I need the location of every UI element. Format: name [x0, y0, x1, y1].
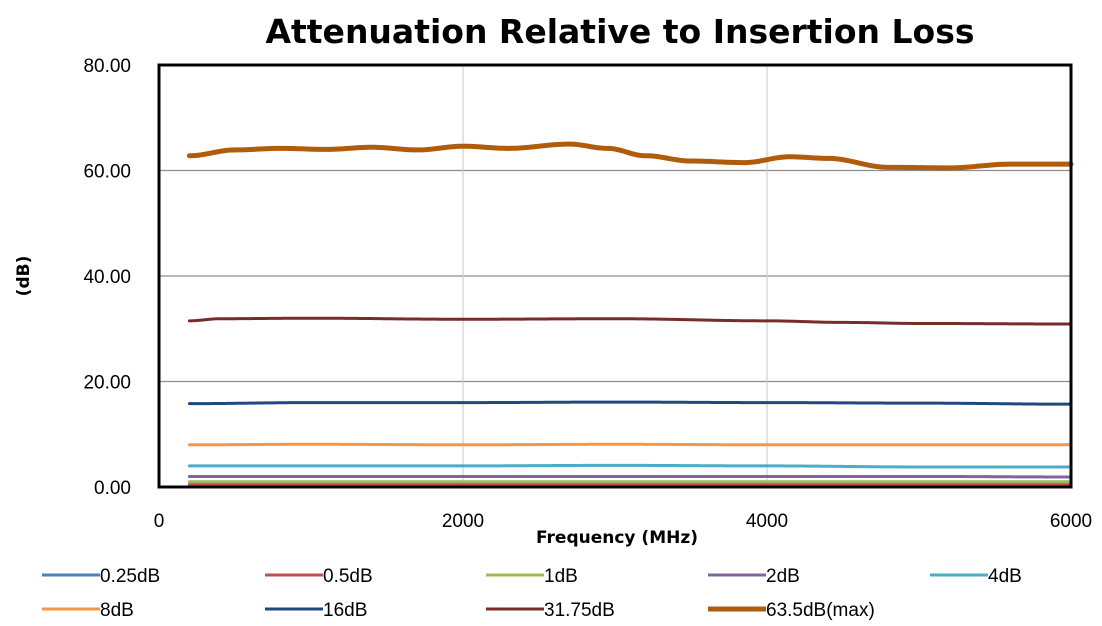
x-tick-label: 6000	[1050, 511, 1092, 532]
x-axis-title: Frequency (MHz)	[536, 528, 698, 548]
y-axis-ticks: 0.00 20.00 40.00 60.00 80.00	[83, 56, 131, 499]
legend-item: 63.5dB(max)	[708, 600, 875, 621]
legend-label: 1dB	[544, 566, 578, 587]
legend-item: 2dB	[708, 566, 800, 587]
legend-item: 1dB	[486, 566, 578, 587]
legend-label: 63.5dB(max)	[766, 600, 875, 621]
chart-title: Attenuation Relative to Insertion Loss	[265, 12, 974, 51]
legend-item: 31.75dB	[486, 600, 615, 621]
legend-item: 8dB	[42, 600, 134, 621]
y-axis-title: (dB)	[14, 256, 34, 297]
legend-item: 4dB	[930, 566, 1022, 587]
legend-label: 0.5dB	[323, 566, 373, 587]
x-axis-ticks: 0 2000 4000 6000	[154, 511, 1092, 532]
y-tick-label: 60.00	[83, 162, 131, 183]
series-line-4	[187, 463, 1073, 469]
plot-frame	[157, 63, 1073, 489]
grid	[159, 65, 1071, 487]
legend-label: 4dB	[988, 566, 1022, 587]
x-tick-label: 0	[154, 511, 165, 532]
series-line-7	[187, 316, 1073, 326]
legend-label: 8dB	[100, 600, 134, 621]
legend: 0.25dB 0.5dB 1dB 2dB 4dB 8dB 16dB 31.75dB 63.5dB…	[42, 566, 1022, 621]
series-line-3	[187, 474, 1073, 479]
series-line-8	[186, 141, 1074, 171]
legend-label: 16dB	[323, 600, 367, 621]
legend-label: 2dB	[766, 566, 800, 587]
series-layer	[186, 141, 1074, 488]
x-tick-label: 4000	[746, 511, 788, 532]
legend-item: 0.25dB	[42, 566, 160, 587]
series-line-6	[187, 400, 1073, 406]
legend-item: 0.5dB	[265, 566, 373, 587]
y-tick-label: 40.00	[83, 267, 131, 288]
y-tick-label: 0.00	[94, 478, 131, 499]
series-line-5	[187, 442, 1073, 447]
y-tick-label: 20.00	[83, 373, 131, 394]
legend-label: 0.25dB	[100, 566, 160, 587]
x-tick-label: 2000	[442, 511, 484, 532]
y-tick-label: 80.00	[83, 56, 131, 77]
legend-item: 16dB	[265, 600, 367, 621]
legend-label: 31.75dB	[544, 600, 615, 621]
